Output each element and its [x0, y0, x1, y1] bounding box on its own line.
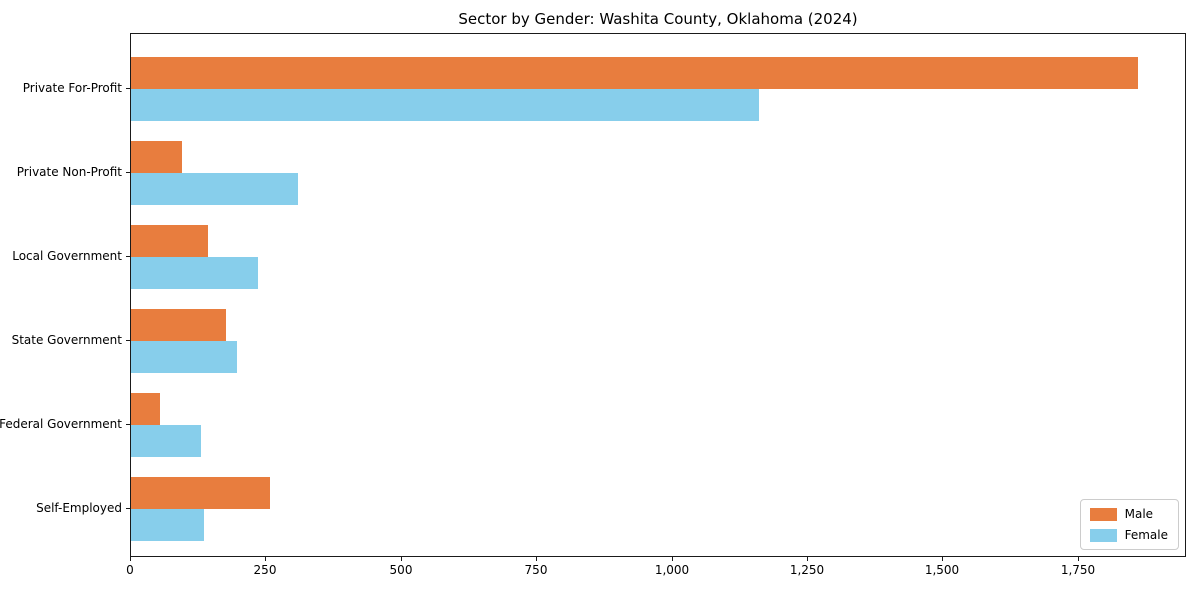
x-tick	[807, 557, 808, 561]
bar-male-1	[131, 57, 1138, 89]
bar-female-6	[131, 509, 204, 541]
legend-swatch-male	[1089, 507, 1117, 521]
y-axis-label: State Government	[11, 333, 122, 347]
bar-male-5	[131, 393, 160, 425]
bar-female-5	[131, 425, 201, 457]
x-tick-label: 0	[126, 563, 134, 577]
x-tick-label: 750	[524, 563, 548, 577]
legend-label-female: Female	[1124, 528, 1168, 542]
x-tick	[672, 557, 673, 561]
plot-area: Male Female	[130, 33, 1186, 557]
bar-male-6	[131, 477, 270, 509]
x-tick-label: 1,500	[924, 563, 960, 577]
bar-male-4	[131, 309, 226, 341]
x-tick-label: 1,000	[654, 563, 690, 577]
bar-female-4	[131, 341, 237, 373]
x-tick	[265, 557, 266, 561]
y-axis-label: Federal Government	[0, 417, 122, 431]
y-axis-label: Self-Employed	[36, 501, 122, 515]
bar-male-3	[131, 225, 208, 257]
bar-male-2	[131, 141, 182, 173]
legend-entry-male: Male	[1089, 507, 1168, 521]
y-axis-label: Private For-Profit	[22, 81, 122, 95]
y-tick	[126, 256, 130, 257]
y-axis-label: Local Government	[12, 249, 122, 263]
y-tick	[126, 424, 130, 425]
bar-female-3	[131, 257, 258, 289]
legend-swatch-female	[1089, 528, 1117, 542]
x-tick	[1078, 557, 1079, 561]
bar-female-2	[131, 173, 298, 205]
x-tick-label: 1,750	[1060, 563, 1096, 577]
legend-entry-female: Female	[1089, 528, 1168, 542]
chart-title: Sector by Gender: Washita County, Oklaho…	[458, 10, 858, 28]
x-tick	[130, 557, 131, 561]
x-tick-label: 500	[389, 563, 413, 577]
y-tick	[126, 88, 130, 89]
y-axis-label: Private Non-Profit	[16, 165, 122, 179]
x-tick	[401, 557, 402, 561]
x-tick-label: 250	[253, 563, 277, 577]
legend-label-male: Male	[1124, 507, 1154, 521]
y-tick	[126, 340, 130, 341]
y-tick	[126, 172, 130, 173]
x-tick	[536, 557, 537, 561]
legend: Male Female	[1079, 499, 1179, 550]
y-tick	[126, 508, 130, 509]
x-tick	[942, 557, 943, 561]
x-tick-label: 1,250	[789, 563, 825, 577]
bar-female-1	[131, 89, 759, 121]
